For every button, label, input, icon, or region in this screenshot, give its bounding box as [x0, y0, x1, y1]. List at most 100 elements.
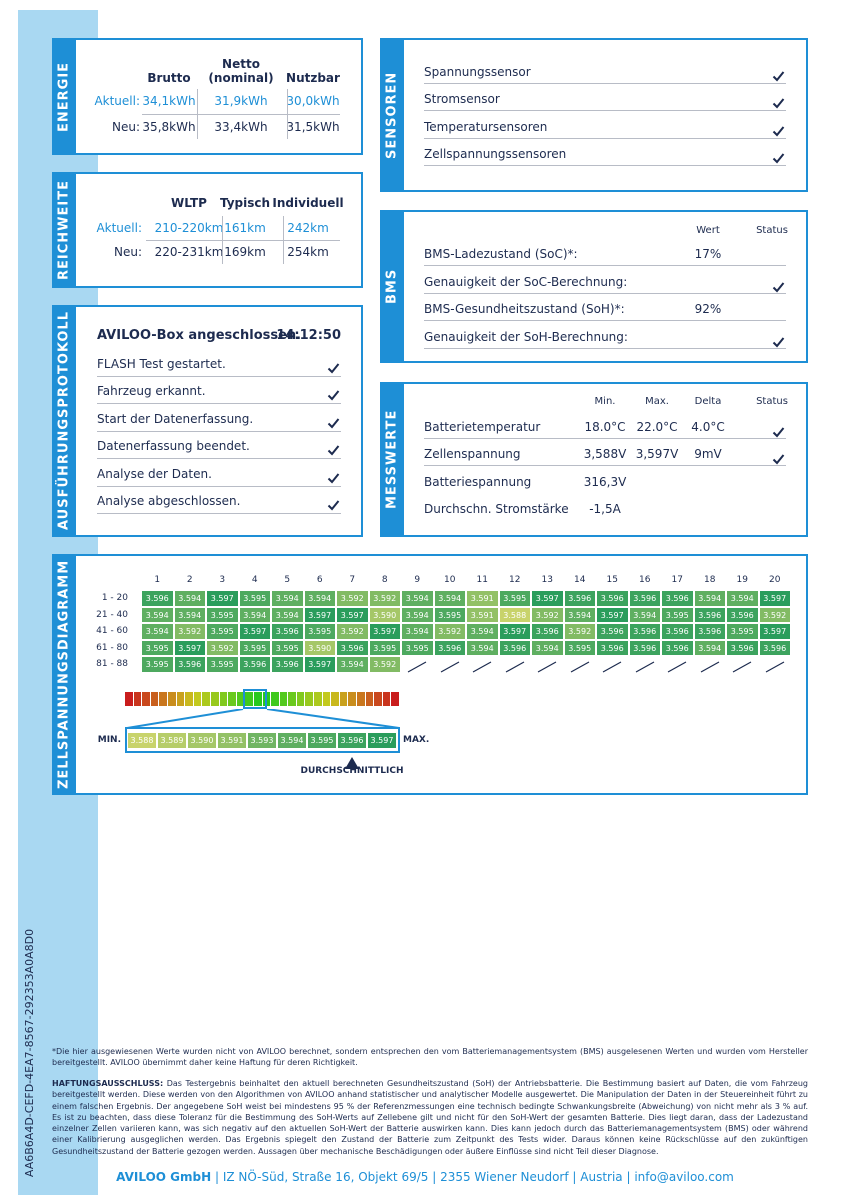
log-step: Fahrzeug erkannt. — [97, 384, 206, 399]
cell-voltage: 3.594 — [563, 606, 596, 624]
disclaimer-heading: HAFTUNGSAUSSCHLUSS: — [52, 1079, 164, 1088]
bms-value: 92% — [694, 302, 722, 317]
slash — [472, 661, 492, 673]
cell-voltage: 3.596 — [271, 623, 304, 640]
cell-voltage: 3.596 — [531, 623, 564, 640]
scale-value: 3.594 — [277, 732, 307, 749]
scale-min: MIN. — [97, 735, 121, 745]
slash — [440, 661, 459, 673]
empty-cell — [700, 658, 720, 673]
panel — [380, 382, 808, 537]
bms-label: Genauigkeit der SoH-Berechnung: — [424, 329, 628, 344]
value: 31,5kWh — [286, 120, 340, 134]
column-number: 11 — [476, 575, 488, 585]
cell-voltage: 3.590 — [368, 606, 401, 624]
bar-segment — [245, 692, 253, 706]
check-icon — [327, 414, 340, 429]
measure-value: 4.0°C — [691, 420, 725, 434]
slash — [537, 661, 557, 673]
log-header: AVILOO-Box angeschlossen. — [97, 328, 302, 343]
check-icon — [772, 333, 785, 348]
bar-segment — [142, 692, 150, 706]
measure-value: -1,5A — [589, 502, 621, 517]
bar-segment — [365, 692, 374, 706]
bms-value: 17% — [694, 247, 722, 261]
slash — [407, 661, 427, 673]
cell-voltage: 3.596 — [238, 656, 271, 673]
cell-voltage: 3.595 — [498, 590, 531, 607]
sensor: Spannungssensor — [424, 65, 531, 79]
row-label: Aktuell: — [94, 94, 140, 108]
cell-voltage: 3.595 — [661, 606, 694, 624]
separator — [424, 164, 786, 166]
separator — [142, 114, 340, 115]
separator — [146, 240, 340, 241]
column-number: 7 — [349, 575, 356, 585]
slash — [765, 661, 784, 673]
bms-label: BMS-Gesundheitszustand (SoH)*: — [424, 302, 625, 317]
value: 30,0kWh — [286, 94, 340, 108]
cell-voltage: 3.591 — [466, 606, 499, 624]
separator — [424, 265, 786, 266]
check-icon — [772, 278, 785, 293]
check-icon — [772, 450, 785, 465]
check-icon — [327, 386, 340, 401]
bar-segment — [159, 692, 167, 706]
check-svg — [327, 500, 340, 511]
check-svg — [772, 337, 785, 348]
cell-voltage: 3.596 — [336, 639, 369, 657]
measure-value: 316,3V — [583, 474, 627, 489]
cell-voltage: 3.596 — [498, 639, 531, 657]
slash — [635, 661, 654, 673]
row-label: 1 - 20 — [101, 593, 128, 603]
bar-segment — [322, 692, 331, 706]
panel-band — [380, 382, 404, 537]
measure-value: 18.0°C — [584, 420, 626, 434]
cell-voltage: 3.597 — [206, 590, 239, 607]
cell-voltage: 3.597 — [531, 590, 564, 607]
slash — [602, 661, 622, 673]
log-step: FLASH Test gestartet. — [97, 357, 226, 371]
bar-segment — [193, 692, 202, 706]
check-icon — [772, 67, 785, 82]
column-number: 14 — [574, 575, 586, 585]
scale-value: 3.596 — [337, 732, 367, 749]
panel-title: SENSOREN — [384, 71, 400, 159]
cell-voltage: 3.596 — [271, 656, 304, 673]
bar-segment — [279, 692, 288, 706]
cell-voltage: 3.596 — [693, 606, 726, 624]
triangle — [345, 757, 359, 769]
cell-voltage: 3.596 — [596, 590, 629, 607]
slash — [505, 661, 524, 673]
cell-voltage: 3.597 — [238, 623, 271, 640]
empty-cell — [667, 658, 687, 673]
separator — [424, 320, 786, 322]
panel-band — [52, 172, 76, 288]
footer-part: 2355 Wiener Neudorf — [440, 1170, 569, 1184]
separator — [424, 347, 786, 349]
measure-value: 3,597V — [635, 447, 679, 462]
column-header: Max. — [645, 396, 669, 407]
check-icon — [327, 496, 340, 511]
cell-voltage: 3.594 — [238, 606, 271, 624]
value: 31,9kWh — [214, 94, 268, 108]
connector — [126, 708, 400, 729]
cell-voltage: 3.594 — [693, 590, 726, 607]
value: 220-231km — [154, 245, 224, 259]
separator — [424, 465, 786, 467]
log-step: Analyse der Daten. — [97, 466, 212, 481]
cell-voltage: 3.595 — [238, 639, 271, 657]
cell-voltage: 3.594 — [303, 590, 336, 607]
document-id: AA6B6A4D-CEFD-4EA7-8567-292353A0A8D0 — [23, 928, 36, 1178]
bar-segment — [253, 692, 262, 706]
column-number: 5 — [284, 575, 291, 585]
log-time: 14:12:50 — [276, 328, 341, 343]
row-label: 81 - 88 — [96, 659, 128, 670]
empty-cell — [570, 658, 590, 673]
bar-segment — [382, 692, 391, 706]
separator — [424, 83, 786, 84]
cell-voltage: 3.594 — [531, 639, 564, 657]
column-number: 20 — [769, 575, 781, 585]
panel-band — [380, 38, 404, 192]
